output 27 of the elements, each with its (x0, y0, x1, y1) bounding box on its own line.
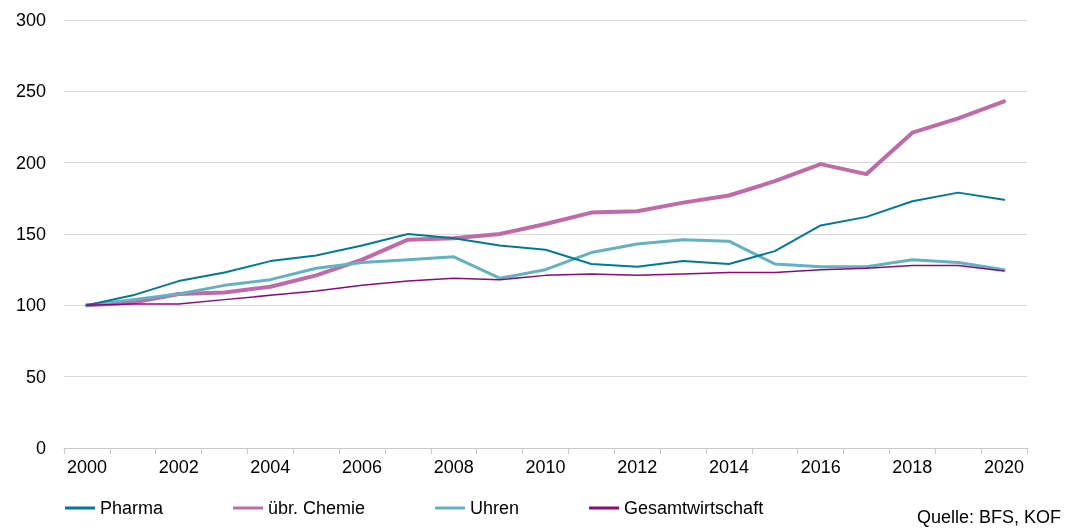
line-series (86, 264, 1005, 307)
y-tick-label: 100 (15, 295, 46, 316)
legend-label: Uhren (470, 498, 520, 518)
legend-label: übr. Chemie (268, 498, 366, 518)
x-tick-label: 2008 (433, 457, 474, 477)
source-note: Quelle: BFS, KOF (916, 507, 1061, 527)
x-tick-label: 2016 (800, 457, 841, 477)
x-tick-label: 2020 (984, 457, 1025, 477)
x-tick-label: 2018 (892, 457, 933, 477)
x-tick-label: 2000 (66, 457, 107, 477)
y-tick-label: 0 (35, 438, 46, 458)
y-tick-label: 250 (15, 81, 46, 102)
x-tick-label: 2012 (617, 457, 658, 477)
y-tick-label: 150 (15, 224, 46, 244)
y-tick-label: 50 (25, 366, 46, 387)
y-tick-label: 300 (15, 10, 46, 30)
legend-label: Pharma (100, 498, 165, 518)
y-tick-label: 200 (15, 152, 46, 173)
line-series (84, 99, 1007, 308)
legend-label: Gesamtwirtschaft (624, 498, 764, 518)
x-tick-label: 2004 (250, 457, 291, 477)
line-series (85, 191, 1006, 307)
x-tick-label: 2014 (708, 457, 749, 477)
line-series (85, 238, 1006, 307)
x-tick-label: 2006 (342, 457, 383, 477)
x-tick-label: 2010 (525, 457, 566, 477)
x-tick-label: 2002 (158, 457, 199, 477)
